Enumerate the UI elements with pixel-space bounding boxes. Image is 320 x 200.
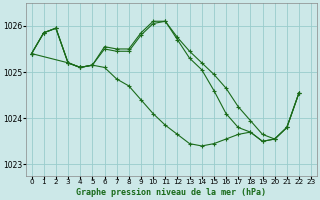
X-axis label: Graphe pression niveau de la mer (hPa): Graphe pression niveau de la mer (hPa) (76, 188, 266, 197)
